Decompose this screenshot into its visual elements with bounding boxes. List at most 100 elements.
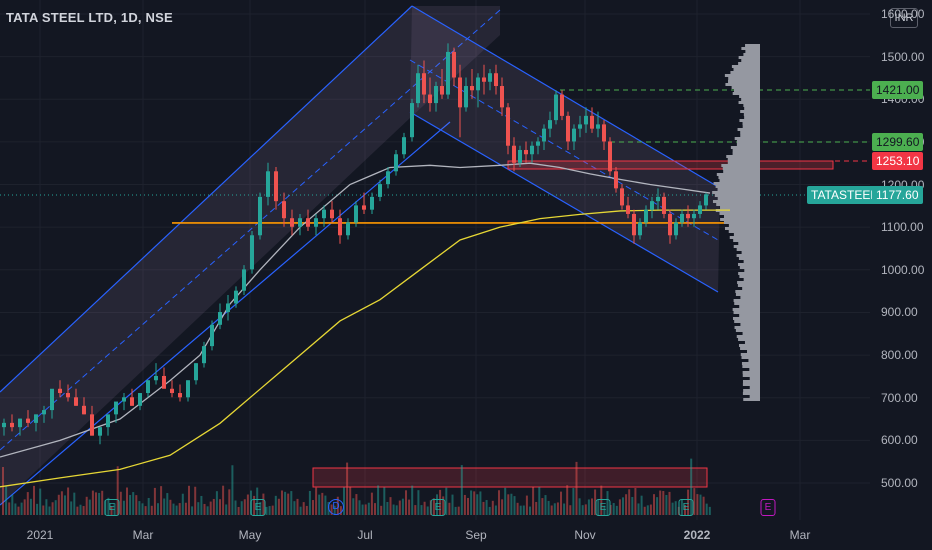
volume-bar [687,489,690,515]
earnings-event-icon[interactable]: E [678,499,694,516]
volume-bar [324,495,327,515]
candle-body [524,149,528,155]
volume-bar [8,502,11,515]
candle-body [602,124,606,142]
volume-bar [637,503,640,515]
volume-bar [39,488,42,515]
candle-body [464,86,468,108]
volume-bar [305,505,308,515]
volume-profile-bar [749,368,760,371]
candle-body [686,213,690,219]
volume-bar [299,506,302,515]
volume-profile-bar [723,215,760,218]
volume-bar [432,498,435,515]
volume-bar [408,499,411,515]
volume-profile-bar [742,122,760,125]
volume-bar [529,506,531,515]
volume-bar [491,500,494,515]
volume-zone [312,467,708,488]
candle-body [494,73,498,87]
volume-bar [705,503,708,515]
candle-body [242,269,246,291]
volume-bar [150,505,153,515]
volume-profile-bar [742,374,760,377]
volume-bar [538,486,541,515]
volume-profile-bar [744,116,760,119]
volume-bar [88,499,91,515]
volume-bar [401,498,404,515]
volume-profile-bar [728,80,760,83]
volume-profile-bar [729,236,760,239]
earnings-event-icon[interactable]: E [595,499,611,516]
volume-profile-bar [732,92,760,95]
volume-bar [119,491,122,515]
volume-bar [606,491,609,515]
candle-body [614,171,618,189]
volume-profile-bar [749,386,760,389]
volume-bar [122,500,125,515]
volume-profile-bar [738,344,760,347]
volume-bar [51,502,54,515]
volume-profile-bar [735,290,760,293]
earnings-event-icon[interactable]: E [760,499,776,516]
volume-bar [346,462,349,515]
volume-bar [494,505,497,515]
volume-profile-bar [740,353,760,356]
volume-profile-bar [733,68,760,71]
volume-bar [640,495,643,515]
candle-body [130,397,134,406]
volume-bar [237,506,240,515]
volume-profile-bar [717,197,760,200]
volume-bar [107,497,110,515]
earnings-event-icon[interactable]: E [430,499,446,516]
earnings-event-icon[interactable]: E [250,499,266,516]
volume-bar [473,491,476,515]
volume-bar [42,505,45,515]
volume-bar [668,491,671,515]
volume-bar [256,487,259,515]
volume-bar [659,490,662,515]
symbol-label: TATASTEEL [807,186,882,204]
volume-profile-bar [738,62,760,65]
volume-bar [343,487,345,515]
candle-body [662,196,666,214]
volume-profile-bar [743,398,760,401]
volume-bar [479,491,482,515]
volume-profile-bar [736,254,760,257]
volume-bar [612,503,615,515]
volume-bar [166,493,169,515]
candle-body [18,418,22,428]
volume-profile-bar [745,50,760,53]
currency-button[interactable]: INR [890,8,918,28]
volume-bar [485,500,488,515]
volume-profile-bar [741,47,760,50]
volume-profile-bar [732,152,760,155]
volume-profile-bar [739,119,760,122]
volume-bar [467,497,469,515]
dividend-event-icon[interactable]: D [328,499,344,515]
volume-profile-bar [741,362,760,365]
volume-bar [671,502,674,515]
volume-profile-bar [715,209,760,212]
earnings-event-icon[interactable]: E [104,499,120,516]
volume-bar [14,503,17,515]
x-tick-label: Jul [357,528,373,542]
candle-body [178,393,182,398]
volume-profile-bar [749,377,760,380]
candle-body [578,124,582,129]
candle-body [656,196,660,202]
volume-profile-bar [737,284,760,287]
volume-bar [439,489,442,515]
y-tick-label: 1600.00 [881,6,925,21]
candle-body [258,196,262,236]
volume-bar [656,497,659,515]
volume-bar [222,485,225,515]
candle-body [518,149,522,163]
volume-bar [603,505,606,515]
volume-bar [690,458,693,515]
volume-bar [581,505,584,515]
volume-profile-bar [739,305,760,308]
volume-bar [293,501,296,515]
candle-body [458,77,462,108]
